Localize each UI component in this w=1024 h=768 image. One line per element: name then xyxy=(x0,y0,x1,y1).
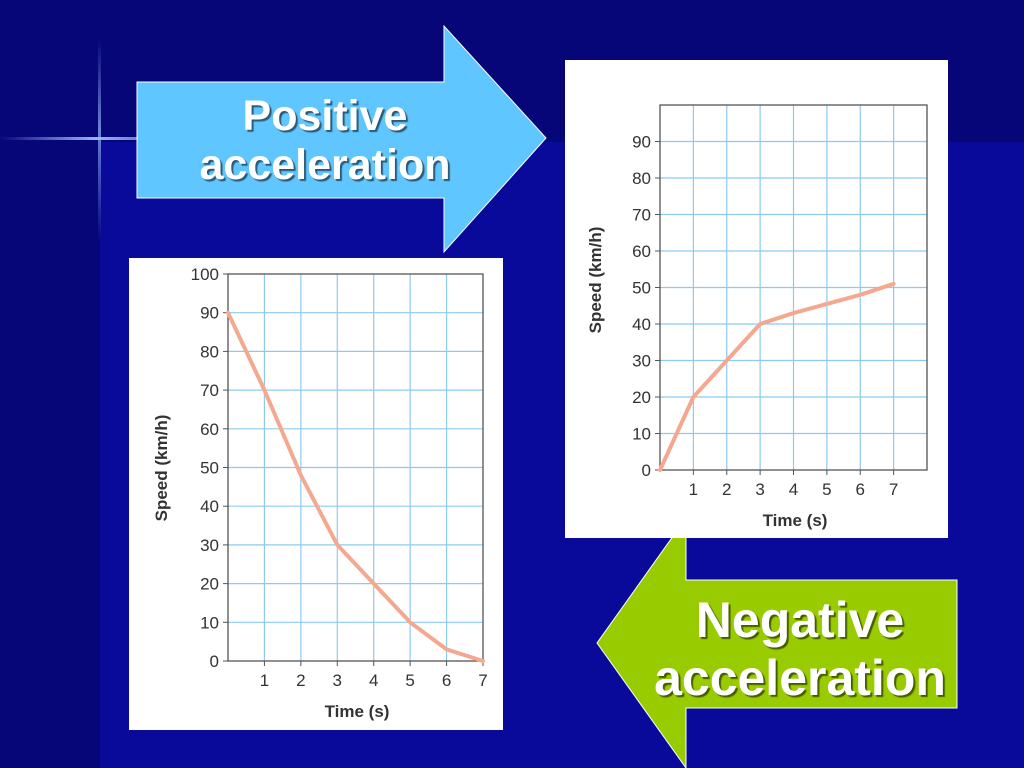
x-tick-label: 6 xyxy=(856,480,865,499)
y-tick-label: 30 xyxy=(632,352,651,371)
negative-arrow-shape xyxy=(596,516,958,768)
y-tick-label: 60 xyxy=(200,420,219,439)
background-glow-line-vertical xyxy=(98,40,101,240)
y-axis-label: Speed (km/h) xyxy=(586,227,605,334)
positive-arrow-shape xyxy=(136,24,547,254)
x-tick-label: 5 xyxy=(822,480,831,499)
positive-acceleration-chart: 0 10 20 30 40 50 60 70 80 90 1 2 3 4 5 6 7 Time (s) Speed … xyxy=(565,60,948,538)
positive-acceleration-label: Positive acceleration xyxy=(199,92,451,190)
y-tick-label: 60 xyxy=(632,242,651,261)
background-glow-line xyxy=(0,137,240,140)
x-tick-label: 7 xyxy=(478,671,487,690)
y-tick-label: 20 xyxy=(200,575,219,594)
y-tick-label: 100 xyxy=(191,265,219,284)
x-tick-label: 4 xyxy=(369,671,378,690)
y-tick-label: 90 xyxy=(632,133,651,152)
x-tick-label: 1 xyxy=(260,671,269,690)
negative-acceleration-chart: 0 10 20 30 40 50 60 70 80 90 100 1 2 3 4 5 6 7 Time (s) Spe… xyxy=(129,258,503,730)
x-tick-label: 3 xyxy=(333,671,342,690)
x-tick-label: 1 xyxy=(689,480,698,499)
negative-acceleration-plot: 0 10 20 30 40 50 60 70 80 90 100 1 2 3 4 5 6 7 Time (s) Spe… xyxy=(152,265,488,721)
y-tick-label: 0 xyxy=(642,461,651,480)
negative-acceleration-label: Negative acceleration xyxy=(654,592,946,706)
x-tick-label: 7 xyxy=(889,480,898,499)
y-tick-label: 80 xyxy=(200,342,219,361)
x-axis-label: Time (s) xyxy=(763,511,828,530)
y-tick-label: 80 xyxy=(632,169,651,188)
y-tick-label: 90 xyxy=(200,304,219,323)
y-tick-label: 40 xyxy=(200,497,219,516)
y-tick-label: 10 xyxy=(200,613,219,632)
y-tick-label: 40 xyxy=(632,315,651,334)
y-axis-label: Speed (km/h) xyxy=(152,415,171,522)
x-tick-label: 4 xyxy=(789,480,798,499)
background-left-band xyxy=(0,0,100,768)
y-tick-label: 20 xyxy=(632,388,651,407)
positive-acceleration-plot: 0 10 20 30 40 50 60 70 80 90 1 2 3 4 5 6 7 Time (s) Speed … xyxy=(586,104,928,530)
x-tick-label: 2 xyxy=(296,671,305,690)
x-tick-label: 5 xyxy=(405,671,414,690)
speed-line xyxy=(226,310,485,663)
y-tick-label: 30 xyxy=(200,536,219,555)
y-tick-label: 70 xyxy=(200,381,219,400)
y-tick-label: 70 xyxy=(632,206,651,225)
x-tick-label: 3 xyxy=(755,480,764,499)
y-tick-label: 0 xyxy=(210,652,219,671)
x-tick-label: 6 xyxy=(442,671,451,690)
x-axis-label: Time (s) xyxy=(325,702,390,721)
speed-line xyxy=(658,281,896,472)
y-tick-label: 50 xyxy=(632,279,651,298)
y-tick-label: 10 xyxy=(632,425,651,444)
y-tick-label: 50 xyxy=(200,459,219,478)
x-tick-label: 2 xyxy=(722,480,731,499)
